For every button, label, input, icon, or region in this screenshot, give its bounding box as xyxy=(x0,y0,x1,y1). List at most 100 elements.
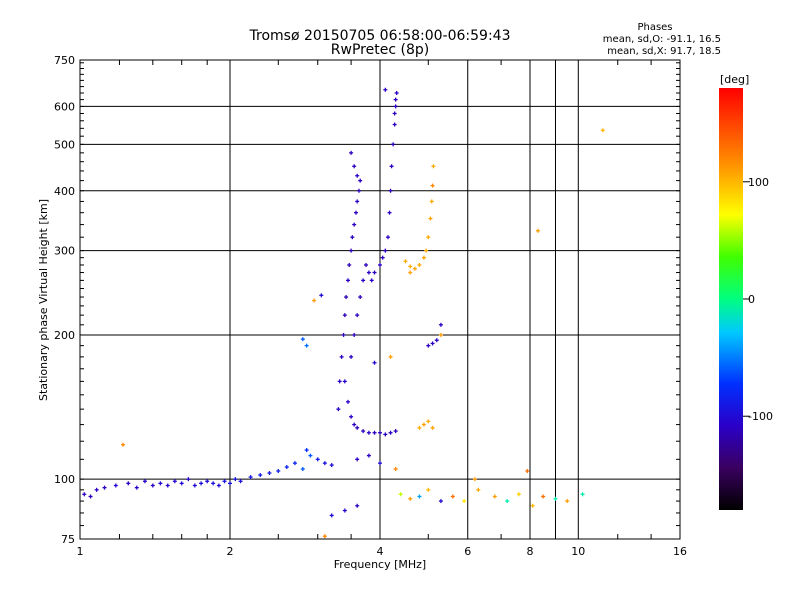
x-tick-label: 1 xyxy=(77,545,84,558)
data-point xyxy=(322,461,327,466)
data-point xyxy=(186,477,191,482)
data-point xyxy=(347,262,352,267)
data-point xyxy=(355,313,360,318)
data-point xyxy=(308,453,313,458)
stats-header: Phases xyxy=(637,22,672,33)
colorbar-tick-label: -100 xyxy=(748,410,773,423)
data-point xyxy=(403,259,408,264)
data-point xyxy=(342,313,347,318)
data-point xyxy=(222,479,227,484)
data-point xyxy=(430,425,435,430)
y-tick-label: 200 xyxy=(54,329,75,342)
data-point xyxy=(300,467,305,472)
colorbar-gradient xyxy=(719,88,743,510)
y-tick-label: 100 xyxy=(54,473,75,486)
data-point xyxy=(366,430,371,435)
data-point xyxy=(505,499,510,504)
data-point xyxy=(349,248,354,253)
data-point xyxy=(516,492,521,497)
data-point xyxy=(276,468,281,473)
data-point xyxy=(426,235,431,240)
data-point xyxy=(392,111,397,116)
data-point xyxy=(142,479,147,484)
data-point xyxy=(408,496,413,501)
data-point xyxy=(408,264,413,269)
colorbar-ticks: 100 0 -100 xyxy=(743,176,773,423)
data-point xyxy=(428,216,433,221)
x-tick-label: 10 xyxy=(571,545,585,558)
data-point xyxy=(349,414,354,419)
y-tick-label: 500 xyxy=(54,138,75,151)
y-tick-label: 400 xyxy=(54,185,75,198)
data-point xyxy=(267,471,272,476)
data-point xyxy=(300,337,305,342)
chart-title: Tromsø 20150705 06:58:00-06:59:43 xyxy=(249,28,511,44)
data-point xyxy=(345,278,350,283)
data-point xyxy=(329,463,334,468)
stats-line-o: mean, sd,O: -91.1, 16.5 xyxy=(603,34,721,45)
data-point xyxy=(304,448,309,453)
data-point xyxy=(378,461,382,466)
colorbar-label: [deg] xyxy=(720,73,749,86)
data-point xyxy=(349,150,354,155)
data-point xyxy=(430,341,435,346)
data-point xyxy=(366,453,371,458)
data-point xyxy=(172,479,177,484)
data-point xyxy=(472,477,477,482)
data-point xyxy=(322,534,327,539)
data-point xyxy=(530,503,535,508)
data-point xyxy=(339,354,344,359)
data-point xyxy=(352,422,357,427)
data-point xyxy=(216,483,221,488)
data-point xyxy=(378,430,382,435)
data-point xyxy=(126,481,131,486)
data-point xyxy=(358,295,363,300)
data-point xyxy=(387,210,392,215)
data-point xyxy=(378,262,382,267)
data-point xyxy=(102,485,107,490)
data-point xyxy=(394,90,399,95)
data-point xyxy=(369,278,374,283)
data-point xyxy=(350,235,355,240)
colorbar: [deg] 100 0 -100 xyxy=(719,73,773,510)
data-point xyxy=(525,468,530,473)
data-points xyxy=(82,87,605,539)
y-tick-label: 75 xyxy=(61,533,75,546)
data-point xyxy=(121,442,126,447)
data-point xyxy=(355,199,360,204)
y-tick-labels: 75 100 200 300 400 500 600 750 xyxy=(54,54,75,546)
data-point xyxy=(565,499,570,504)
data-point xyxy=(366,270,371,275)
data-point xyxy=(342,508,347,513)
chart-subtitle: RwPretec (8p) xyxy=(331,42,429,58)
data-point xyxy=(600,128,605,133)
data-point xyxy=(417,494,422,499)
data-point xyxy=(393,429,398,434)
data-point xyxy=(353,210,358,215)
data-point xyxy=(352,222,357,227)
x-tick-labels: 1 2 4 6 8 10 16 xyxy=(77,545,688,558)
data-point xyxy=(342,379,347,384)
data-point xyxy=(82,492,87,497)
data-point xyxy=(541,494,546,499)
data-point xyxy=(165,483,170,488)
data-point xyxy=(383,432,388,437)
data-point xyxy=(349,354,354,359)
data-point xyxy=(352,164,357,169)
data-point xyxy=(341,332,346,337)
data-point xyxy=(94,487,99,492)
data-point xyxy=(361,429,366,434)
data-point xyxy=(389,164,394,169)
data-point xyxy=(233,477,238,482)
data-point xyxy=(158,481,163,486)
data-point xyxy=(391,142,396,147)
y-tick-label: 300 xyxy=(54,245,75,258)
data-point xyxy=(134,485,139,490)
data-point xyxy=(199,481,204,486)
data-point xyxy=(417,425,422,430)
data-point xyxy=(393,104,398,109)
data-point xyxy=(431,164,436,169)
plot-area xyxy=(79,59,681,540)
data-point xyxy=(429,199,434,204)
data-point xyxy=(380,255,385,260)
